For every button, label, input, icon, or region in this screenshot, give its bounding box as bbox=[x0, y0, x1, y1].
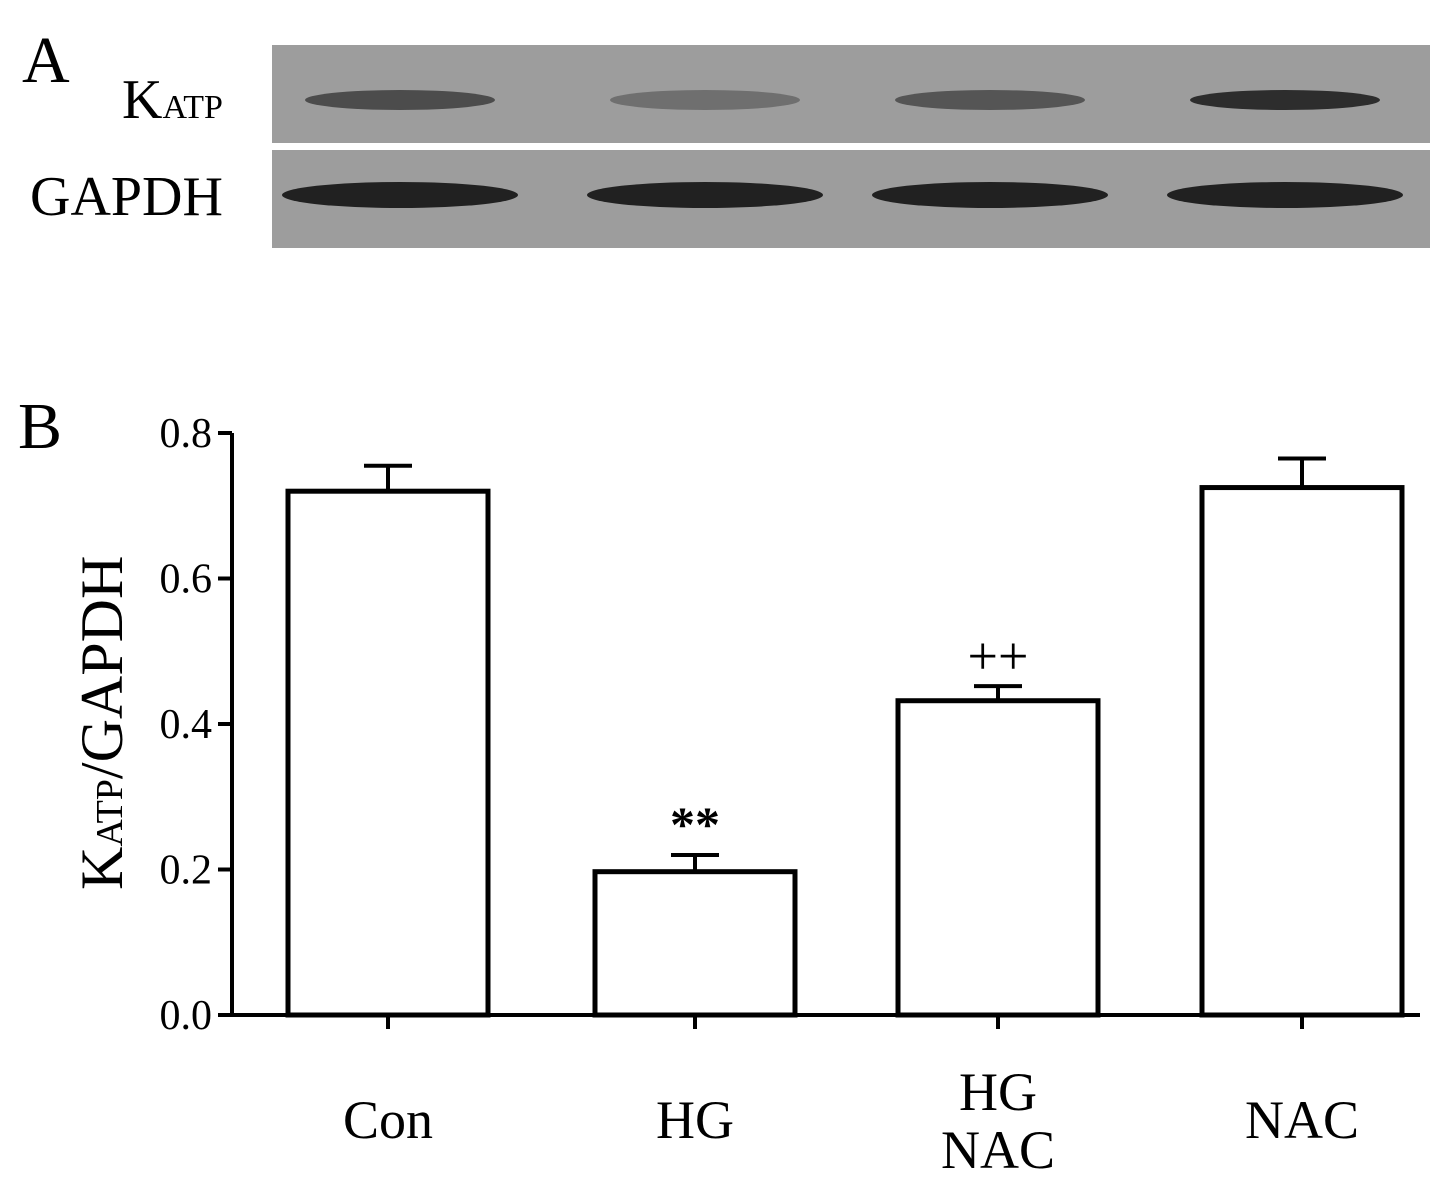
bar-3 bbox=[1199, 485, 1405, 1018]
x-category-label-1: HG bbox=[656, 1090, 734, 1150]
y-tick-label: 0.0 bbox=[160, 993, 213, 1039]
blot-band-0-2 bbox=[895, 90, 1085, 110]
blot-band-1-3 bbox=[1167, 182, 1403, 208]
y-tick-label: 0.6 bbox=[160, 557, 213, 603]
x-category-label-2: HG NAC bbox=[941, 1062, 1055, 1180]
blot-band-0-0 bbox=[305, 90, 495, 110]
panel-b-letter: B bbox=[18, 390, 62, 463]
panel-a-letter: A bbox=[22, 24, 70, 97]
blot-label-katp: KATP bbox=[122, 69, 223, 131]
y-axis-label: KATP/GAPDH bbox=[69, 556, 135, 890]
y-tick-label: 0.2 bbox=[160, 848, 213, 894]
x-category-label-3: NAC bbox=[1245, 1090, 1359, 1150]
blot-band-1-1 bbox=[587, 182, 823, 208]
bar-2 bbox=[895, 698, 1101, 1018]
bar-annotation-1: ** bbox=[670, 796, 720, 852]
y-tick-label: 0.4 bbox=[160, 702, 213, 748]
bar-1 bbox=[592, 869, 798, 1018]
bar-annotation-2: ++ bbox=[968, 626, 1029, 686]
blot-band-0-3 bbox=[1190, 90, 1380, 110]
blot-band-0-1 bbox=[610, 90, 800, 110]
western-blot bbox=[272, 45, 1430, 248]
blot-band-1-0 bbox=[282, 182, 518, 208]
bar-0 bbox=[285, 488, 491, 1018]
bar-chart: 0.0 0.2 0.4 0.6 0.8 Con ** HG ++ HG NAC NAC bbox=[160, 411, 1420, 1180]
blot-label-gapdh: GAPDH bbox=[30, 166, 223, 228]
blot-band-1-2 bbox=[872, 182, 1108, 208]
x-category-label-0: Con bbox=[343, 1090, 433, 1150]
y-tick-label: 0.8 bbox=[160, 411, 213, 457]
